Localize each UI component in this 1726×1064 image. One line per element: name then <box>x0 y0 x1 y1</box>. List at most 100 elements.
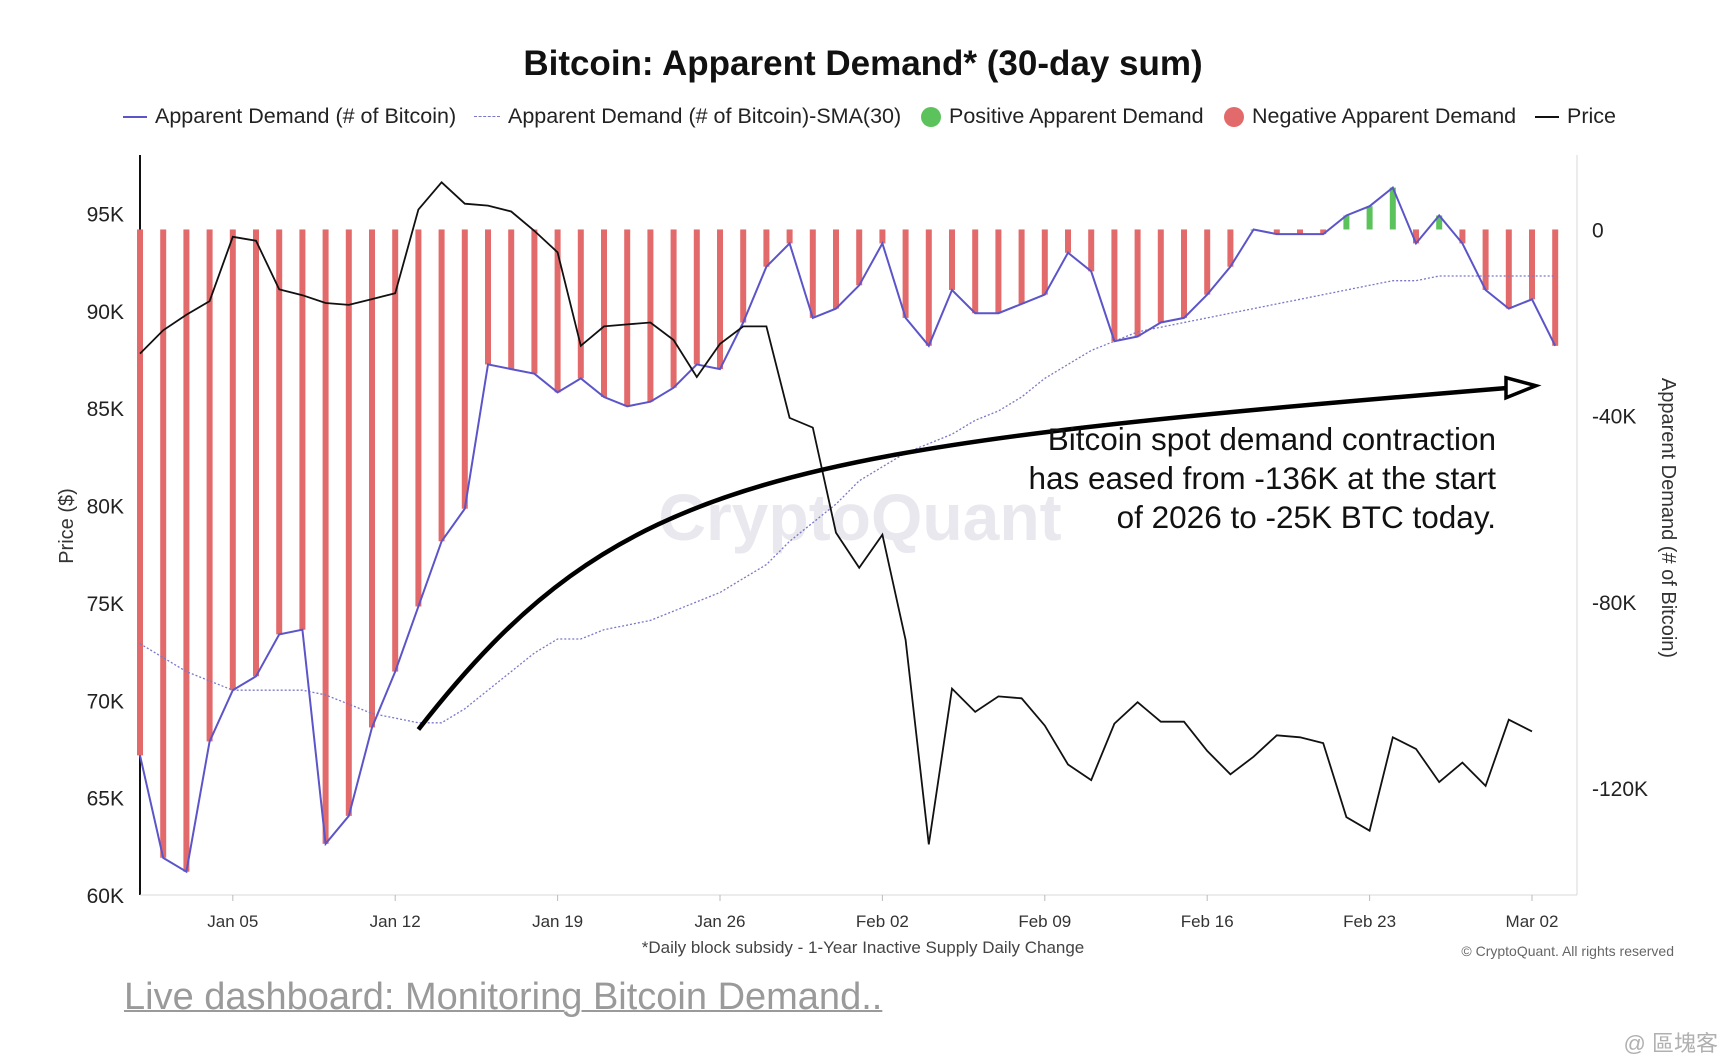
left-tick-label: 85K <box>87 398 124 421</box>
annotation-line: of 2026 to -25K BTC today. <box>1116 499 1496 535</box>
axes: 60K 65K 70K 75K 80K 85K 90K 95K 0 -40K -80K -120K Ja… <box>87 155 1648 931</box>
demand-line <box>139 185 1557 874</box>
annotation-line: Bitcoin spot demand contraction <box>1047 421 1496 457</box>
negative-demand-bar <box>786 229 793 244</box>
legend-line-swatch <box>1535 115 1559 118</box>
negative-demand-bar <box>299 229 306 630</box>
negative-demand-bar <box>670 229 677 388</box>
negative-demand-bar <box>833 229 839 309</box>
right-axis-label: Apparent Demand (# of Bitcoin) <box>1657 378 1679 658</box>
legend-item-sma30[interactable]: Apparent Demand (# of Bitcoin)-SMA(30) <box>474 104 901 129</box>
negative-demand-bar <box>693 229 700 365</box>
negative-demand-bar <box>949 229 955 290</box>
chart-title: Bitcoin: Apparent Demand* (30-day sum) <box>523 44 1203 83</box>
legend-item-negative[interactable]: Negative Apparent Demand <box>1224 104 1516 129</box>
negative-demand-bar <box>601 229 607 398</box>
x-tick-label: Jan 12 <box>370 912 421 931</box>
negative-demand-bar <box>879 229 886 244</box>
right-tick-label: -40K <box>1592 406 1636 429</box>
x-tick-label: Feb 09 <box>1018 912 1071 931</box>
negative-demand-bar <box>763 229 770 267</box>
dashboard-link[interactable]: Live dashboard: Monitoring Bitcoin Deman… <box>124 976 883 1018</box>
left-tick-label: 90K <box>87 301 124 324</box>
negative-demand-bar <box>1065 229 1071 253</box>
negative-demand-bar <box>160 229 167 858</box>
negative-demand-bar <box>1041 229 1048 295</box>
negative-demand-bar <box>972 229 979 314</box>
positive-demand-bar <box>1343 215 1350 230</box>
left-tick-label: 80K <box>87 496 124 519</box>
negative-demand-bar <box>438 229 445 542</box>
left-tick-label: 95K <box>87 203 124 226</box>
negative-demand-bar <box>1018 229 1025 304</box>
negative-demand-bar <box>1459 229 1466 244</box>
negative-demand-bar <box>1273 229 1280 235</box>
legend-dashed-swatch <box>474 116 500 117</box>
negative-demand-bar <box>1297 229 1303 235</box>
negative-demand-bar <box>206 229 213 742</box>
legend-line-swatch <box>123 115 147 118</box>
right-tick-label: -120K <box>1592 778 1648 801</box>
x-tick-label: Feb 23 <box>1343 912 1396 931</box>
negative-demand-bar <box>392 229 399 672</box>
negative-demand-bar <box>369 229 375 728</box>
negative-demand-bar <box>925 229 932 346</box>
negative-demand-bar <box>1482 229 1489 290</box>
price-line-path <box>139 181 1533 845</box>
negative-demand-bar <box>229 229 236 691</box>
negative-demand-bar <box>183 229 190 872</box>
legend: Apparent Demand (# of Bitcoin) Apparent … <box>0 104 1726 134</box>
left-tick-label: 65K <box>87 788 124 811</box>
negative-demand-bar <box>345 229 352 816</box>
negative-demand-bar <box>1088 229 1095 272</box>
legend-label: Apparent Demand (# of Bitcoin) <box>155 104 457 128</box>
negative-demand-bar <box>902 229 909 318</box>
negative-demand-bar <box>1320 229 1327 235</box>
negative-demand-bar <box>461 229 468 509</box>
annotation-text: Bitcoin spot demand contraction has ease… <box>960 420 1496 537</box>
negative-demand-bar <box>1529 229 1535 300</box>
x-tick-label: Feb 02 <box>856 912 909 931</box>
negative-demand-bar <box>995 229 1002 314</box>
right-tick-label: 0 <box>1592 219 1604 242</box>
negative-demand-bar <box>1181 229 1187 318</box>
left-tick-label: 70K <box>87 690 124 713</box>
sma30-line <box>139 275 1556 724</box>
footnote: *Daily block subsidy - 1-Year Inactive S… <box>641 938 1085 957</box>
source-credit: @ 區塊客 <box>1623 1031 1718 1056</box>
arrow-shaft <box>416 385 1511 731</box>
negative-demand-bar <box>554 229 561 393</box>
left-tick-label: 60K <box>87 885 124 908</box>
x-tick-label: Feb 16 <box>1181 912 1234 931</box>
negative-demand-bar <box>740 229 747 323</box>
negative-demand-bar <box>1552 229 1559 346</box>
negative-demand-bar <box>1204 229 1211 295</box>
sma-line <box>139 275 1556 724</box>
negative-demand-bar <box>1157 229 1164 323</box>
legend-item-apparent-demand[interactable]: Apparent Demand (# of Bitcoin) <box>123 104 456 129</box>
watermark-text: CryptoQuant <box>658 480 1061 554</box>
negative-demand-bar <box>137 229 143 756</box>
positive-demand-bar <box>1389 187 1396 230</box>
negative-demand-bar <box>531 229 538 374</box>
negative-demand-bar <box>485 229 491 365</box>
price-line <box>139 181 1533 845</box>
legend-item-price[interactable]: Price <box>1535 104 1616 129</box>
arrow-head <box>1504 375 1542 401</box>
annotation-arrow <box>416 375 1542 731</box>
negative-demand-bar <box>1111 229 1118 342</box>
negative-demand-bar <box>253 229 259 677</box>
x-tick-label: Mar 02 <box>1506 912 1559 931</box>
legend-item-positive[interactable]: Positive Apparent Demand <box>921 104 1204 129</box>
negative-demand-bar <box>415 229 422 607</box>
negative-demand-bar <box>577 229 584 379</box>
legend-label: Apparent Demand (# of Bitcoin)-SMA(30) <box>508 104 902 128</box>
negative-demand-bar <box>1227 229 1234 267</box>
negative-demand-bar <box>624 229 631 407</box>
apparent-demand-line <box>139 185 1557 874</box>
x-tick-label: Jan 19 <box>532 912 583 931</box>
negative-demand-bar <box>322 229 329 844</box>
left-tick-label: 75K <box>87 593 124 616</box>
negative-demand-bar <box>1505 229 1512 309</box>
